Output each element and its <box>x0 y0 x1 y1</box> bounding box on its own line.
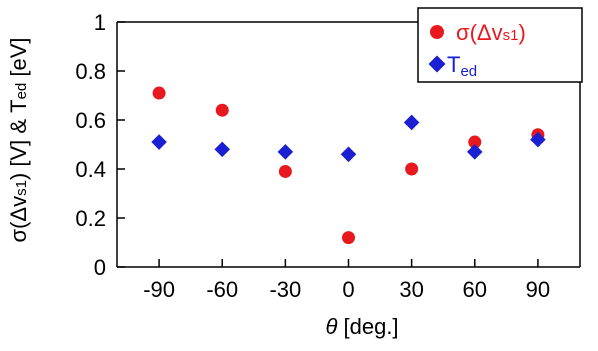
ted-point <box>340 146 357 163</box>
x-axis-ticks: -90 -60 -30 0 30 60 90 <box>143 259 550 302</box>
x-tick-label: 0 <box>342 277 354 302</box>
ted-point <box>214 141 231 158</box>
legend: σ(Δvs1) Ted <box>417 7 583 83</box>
sigma-point <box>215 103 229 117</box>
legend-sigma-marker <box>430 25 444 39</box>
x-tick-label: 90 <box>526 277 550 302</box>
legend-ted-label: Ted <box>447 52 477 80</box>
legend-sigma-label: σ(Δvs1) <box>456 20 526 45</box>
y-tick-label: 1 <box>94 10 106 35</box>
ted-point <box>277 144 294 160</box>
y-axis-label: σ(Δvs1) [V] & Ted [eV] <box>6 37 31 242</box>
sigma-point <box>468 135 482 149</box>
ted-point <box>466 144 483 160</box>
x-tick-label: -30 <box>269 277 301 302</box>
x-tick-label: -60 <box>206 277 238 302</box>
sigma-point <box>278 164 292 178</box>
plot-frame <box>116 21 581 268</box>
ted-point <box>151 134 167 150</box>
sigma-point <box>342 231 355 245</box>
y-tick-label: 0.8 <box>75 59 106 84</box>
x-tick-label: -90 <box>143 277 175 302</box>
y-tick-label: 0.6 <box>75 108 106 133</box>
x-tick-label: 30 <box>399 277 423 302</box>
ted-point <box>403 114 420 131</box>
sigma-point <box>405 162 419 176</box>
x-axis-label: θ [deg.] <box>325 314 398 339</box>
x-tick-label: 60 <box>463 277 487 302</box>
data-marks <box>151 86 546 245</box>
y-tick-label: 0.4 <box>75 157 106 182</box>
sigma-point <box>152 86 166 100</box>
y-tick-label: 0 <box>94 255 106 280</box>
legend-box <box>417 7 583 83</box>
y-axis-ticks: 0 0.2 0.4 0.6 0.8 1 <box>75 10 125 280</box>
y-tick-label: 0.2 <box>75 206 106 231</box>
